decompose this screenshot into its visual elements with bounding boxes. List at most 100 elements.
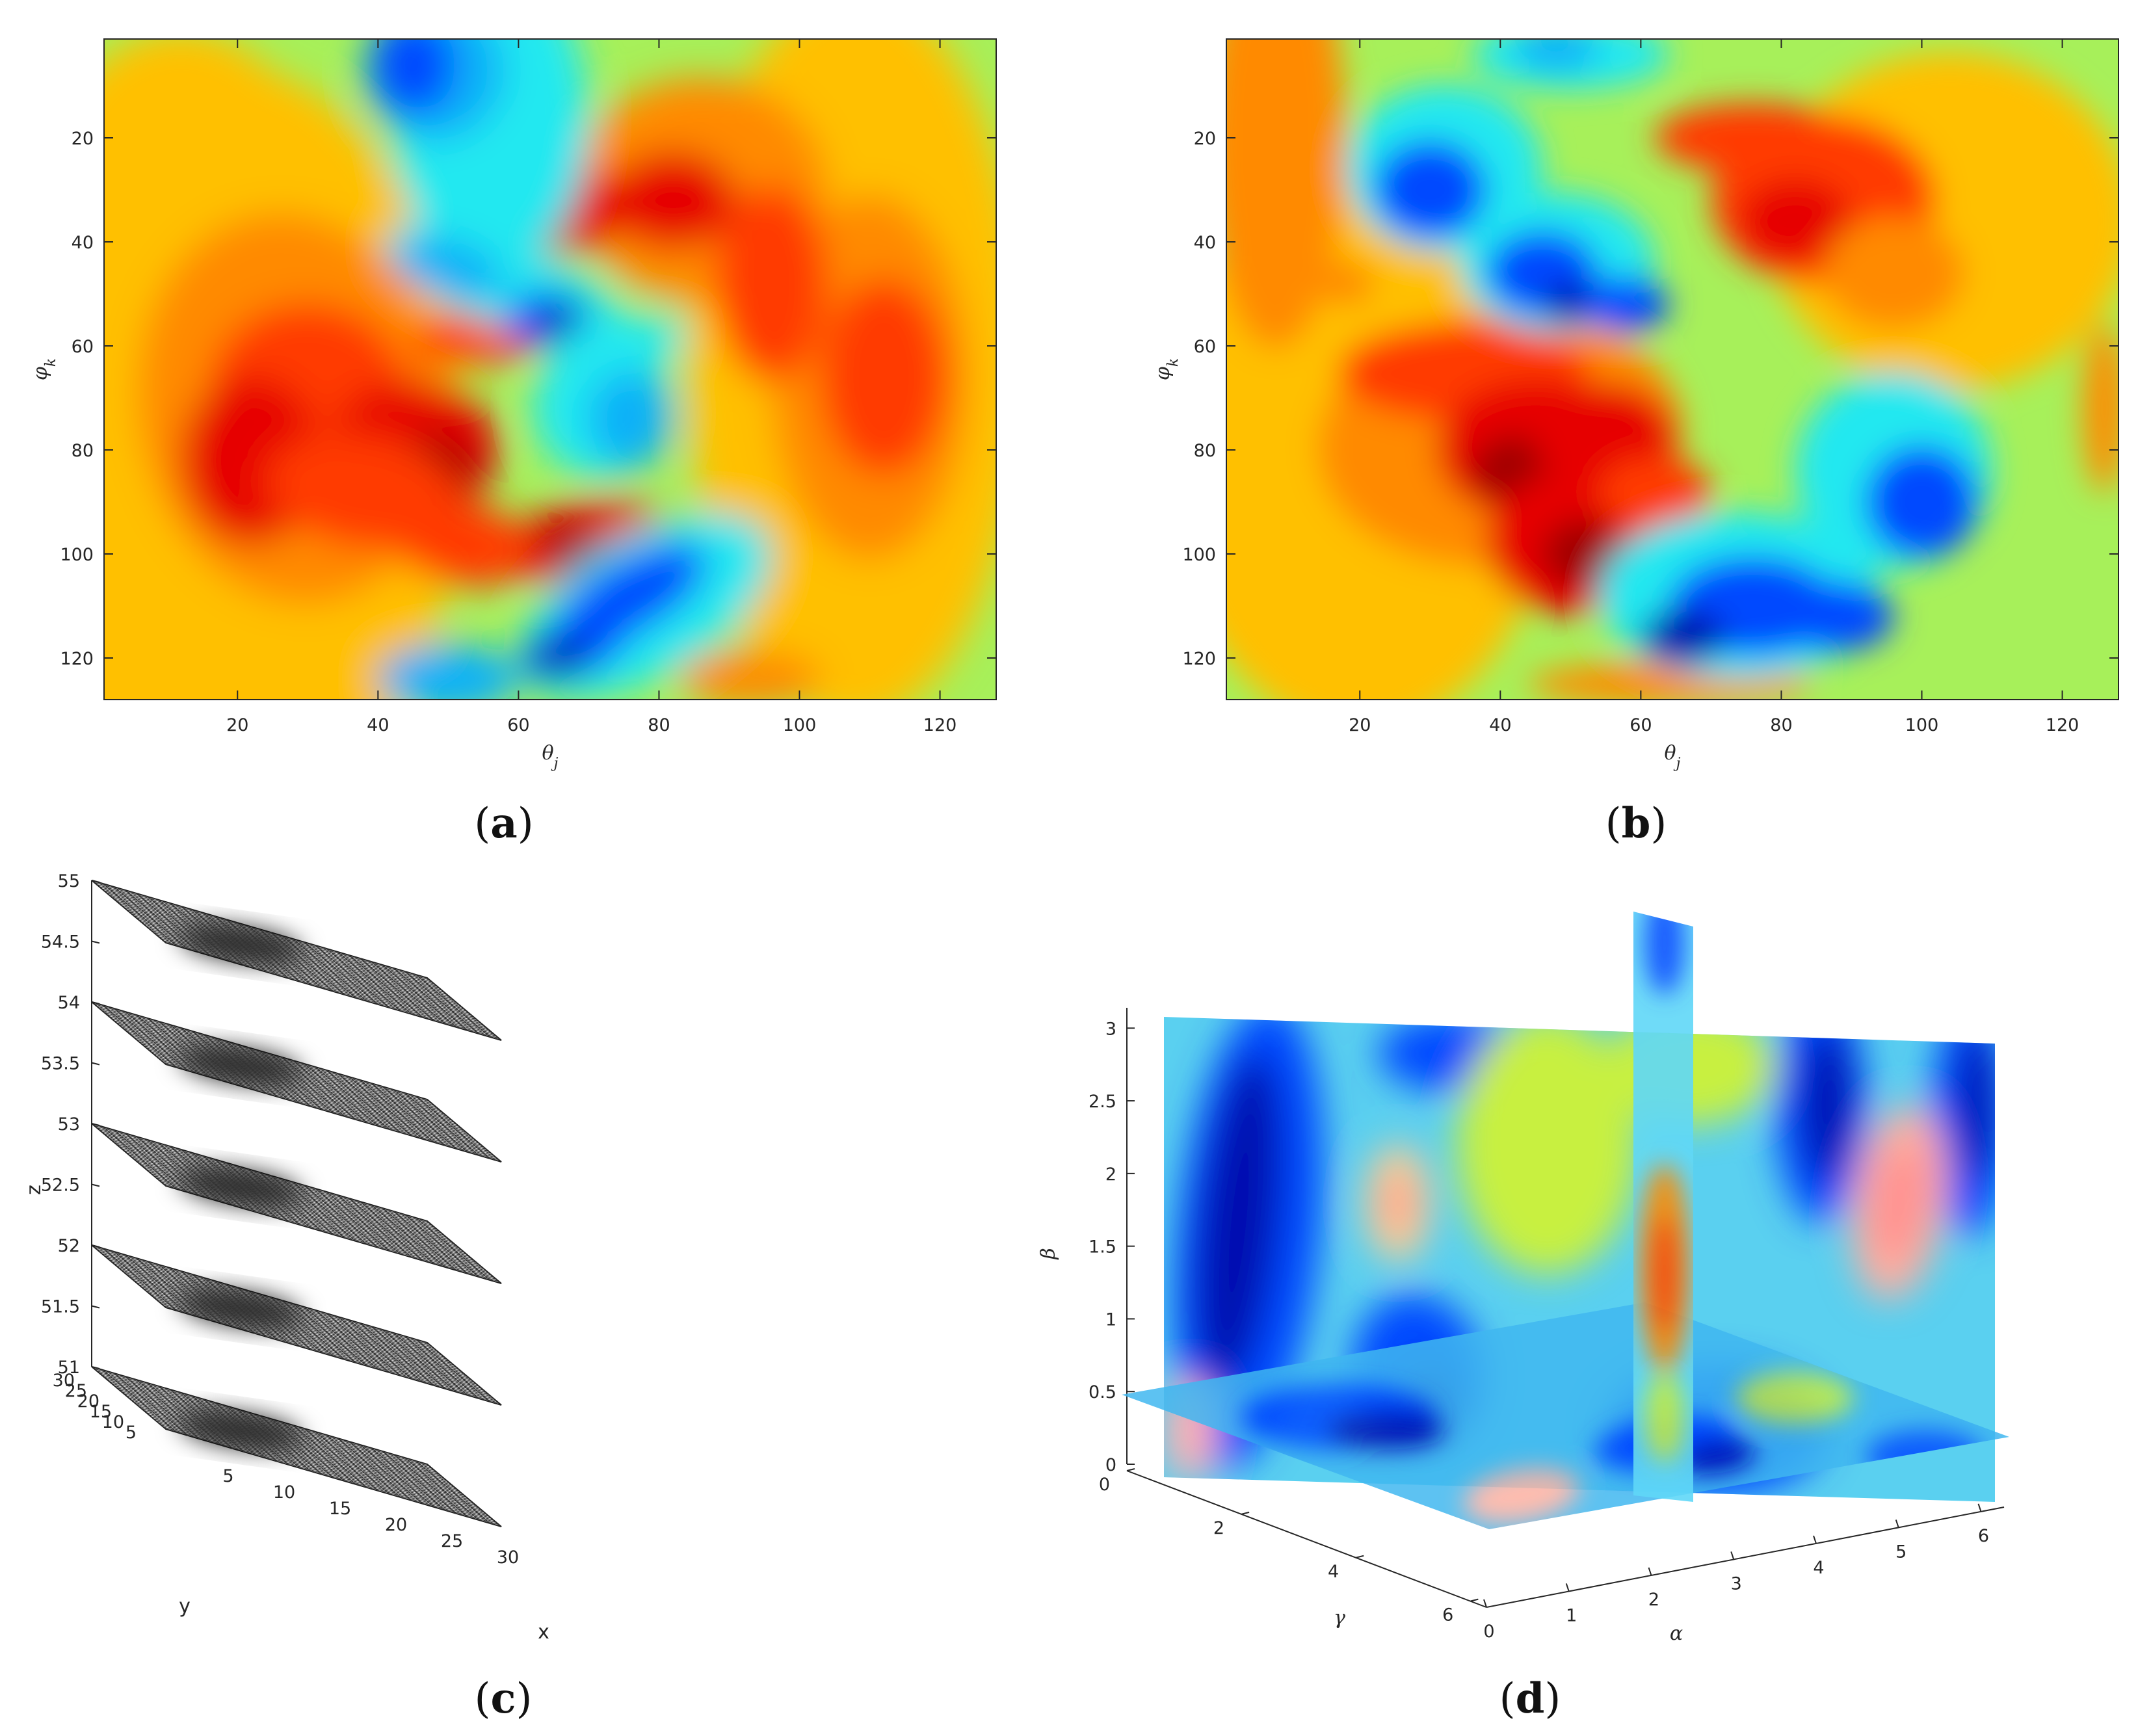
heat-blob xyxy=(680,650,821,700)
z-tick-label: 55 xyxy=(58,871,80,891)
y-tick-label: 15 xyxy=(90,1402,112,1422)
heatmap-panel-a: 20 40 60 80 100 120 20 40 60 80 100 120 θj φk xyxy=(29,38,997,772)
mesh-plane xyxy=(91,1366,502,1527)
y-tick-label: 25 xyxy=(65,1381,87,1401)
gamma-axis-line xyxy=(1126,1470,1487,1608)
z-tick-mark xyxy=(91,1305,100,1309)
heat-blob xyxy=(378,644,519,700)
heat-blob xyxy=(1382,1170,1414,1235)
mesh-plane xyxy=(91,1123,502,1284)
x-tick-label: 100 xyxy=(1905,715,1939,735)
heat-blob xyxy=(1654,102,1852,174)
z-axis-label-d: β xyxy=(1037,1248,1060,1259)
beta-tick-label: 0 xyxy=(1105,1455,1116,1475)
heat-blob xyxy=(1326,1411,1444,1450)
heat-blob xyxy=(371,39,456,114)
x-tick-label: 60 xyxy=(507,715,529,735)
alpha-tick-label: 1 xyxy=(1566,1605,1577,1625)
heat-blob xyxy=(1598,456,1711,527)
z-tick-label: 52 xyxy=(58,1236,80,1256)
gamma-tick-mark xyxy=(1241,1511,1250,1515)
heatmap-a-field xyxy=(104,39,996,700)
mesh-plane xyxy=(91,1001,502,1163)
heat-blob xyxy=(1196,1054,1282,1391)
x-tick-label: 60 xyxy=(1630,715,1652,735)
y-tick-label: 100 xyxy=(1182,545,1216,565)
heat-blob xyxy=(1584,276,1669,333)
mesh-ticks-c: 5151.55252.55353.55454.55551015202530510… xyxy=(41,871,519,1568)
heat-blob xyxy=(1514,39,1599,71)
alpha-tick-mark xyxy=(1813,1535,1817,1544)
mesh-planes-c xyxy=(91,880,502,1527)
heat-blob xyxy=(1645,1372,1684,1463)
beta-tick-label: 2.5 xyxy=(1089,1092,1116,1112)
alpha-tick-label: 5 xyxy=(1895,1542,1907,1562)
gamma-tick-label: 4 xyxy=(1328,1562,1339,1582)
heat-blob xyxy=(1678,1438,1756,1475)
heatmap-a-frame xyxy=(103,38,997,700)
y-tick-label: 10 xyxy=(102,1412,124,1432)
z-tick-mark xyxy=(91,1244,100,1248)
heat-blob xyxy=(1957,1027,1995,1183)
z-tick-mark xyxy=(91,880,100,883)
heat-blob xyxy=(1866,445,1978,559)
y-tick-label: 20 xyxy=(1194,129,1216,149)
z-tick-label: 52.5 xyxy=(41,1176,80,1196)
mesh-plane xyxy=(91,1244,502,1406)
gamma-tick-mark xyxy=(1470,1598,1479,1602)
heat-blob xyxy=(1226,39,1346,349)
heat-blob xyxy=(820,278,947,476)
gamma-tick-label: 6 xyxy=(1442,1605,1453,1625)
beta-tick-label: 1.5 xyxy=(1089,1237,1116,1257)
heat-blob xyxy=(1542,283,1599,326)
alpha-tick-mark xyxy=(1483,1599,1487,1608)
heatmap-b-frame xyxy=(1226,38,2119,700)
alpha-tick-mark xyxy=(1730,1551,1735,1560)
x-tick-label: 80 xyxy=(1770,715,1792,735)
x-tick-label: 5 xyxy=(222,1466,233,1486)
heat-blob xyxy=(715,185,828,382)
z-axis-label-c: z xyxy=(23,1185,46,1195)
z-tick-mark xyxy=(91,940,100,944)
x-tick-label: 30 xyxy=(497,1547,519,1568)
z-tick-mark xyxy=(91,1062,100,1066)
heat-blob xyxy=(532,637,589,679)
y-axis-label-c: y xyxy=(179,1595,191,1618)
alpha-tick-mark xyxy=(1565,1583,1570,1592)
z-tick-label: 54.5 xyxy=(41,932,80,953)
z-tick-mark xyxy=(91,1123,100,1126)
x-tick-label: 20 xyxy=(226,715,248,735)
alpha-tick-label: 2 xyxy=(1648,1590,1659,1610)
y-axis-label-d: γ xyxy=(1334,1607,1345,1629)
heat-blob xyxy=(1457,1017,1639,1274)
alpha-tick-mark xyxy=(1977,1503,1982,1512)
y-tick-label: 60 xyxy=(72,337,94,357)
heat-blob xyxy=(393,237,503,299)
mesh-plane xyxy=(91,880,502,1041)
heat-blob xyxy=(1373,140,1486,239)
y-tick-label: 120 xyxy=(1182,649,1216,669)
x-tick-label: 20 xyxy=(385,1515,407,1535)
y-tick-label: 40 xyxy=(72,233,94,253)
y-tick-label: 5 xyxy=(125,1423,137,1443)
mesh-stack-panel-c: 5151.55252.55353.55454.55551015202530510… xyxy=(23,871,549,1644)
y-tick-label: 30 xyxy=(53,1371,75,1391)
heat-blob xyxy=(1781,581,1894,652)
heat-blob xyxy=(1801,1027,1853,1183)
x-tick-label: 40 xyxy=(1489,715,1511,735)
z-tick-mark xyxy=(91,1183,100,1187)
slice-ticks-d: 0 0.5 1 1.5 2 2.5 3 0 2 4 6 0 1 2 3 4 5 6 xyxy=(1089,1019,1989,1642)
heatmap-b-field xyxy=(1226,39,2118,700)
x-axis-label-d: α xyxy=(1670,1622,1683,1645)
beta-tick-label: 3 xyxy=(1105,1019,1116,1039)
alpha-tick-label: 6 xyxy=(1978,1526,1989,1546)
heat-blob xyxy=(1464,1467,1579,1523)
y-tick-label: 60 xyxy=(1194,337,1216,357)
alpha-tick-label: 3 xyxy=(1731,1573,1742,1594)
y-tick-label: 20 xyxy=(72,129,94,149)
beta-tick-label: 1 xyxy=(1105,1309,1116,1330)
alpha-tick-label: 4 xyxy=(1813,1558,1824,1578)
x-tick-label: 120 xyxy=(923,715,957,735)
heat-blob xyxy=(2083,324,2118,493)
alpha-tick-mark xyxy=(1648,1567,1652,1576)
